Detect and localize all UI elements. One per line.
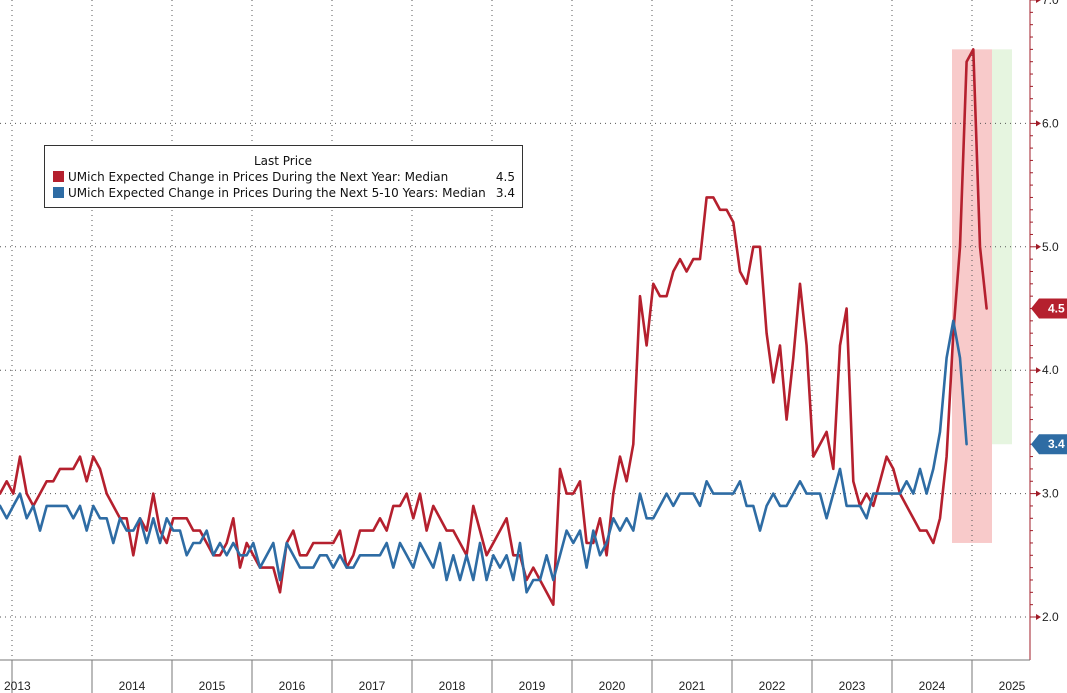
legend-box [44, 145, 523, 208]
y-tick-arrow [1036, 367, 1041, 374]
last-value-badge-1 [1031, 434, 1067, 455]
legend[interactable]: Last Price UMich Expected Change in Price… [44, 145, 523, 208]
series-lines [0, 48, 988, 607]
x-tick-label: 2018 [439, 679, 466, 693]
last-value-badges: 4.5 3.4 [1031, 298, 1067, 455]
y-axis: 2.0 3.0 4.0 5.0 6.0 7.0 [1029, 0, 1059, 660]
x-axis: 2013 2014 2015 2016 2017 2018 2019 2020 2021 2022… [0, 659, 1030, 693]
x-tick-label: 2016 [279, 679, 306, 693]
x-tick-label: 2021 [679, 679, 706, 693]
x-tick-label: 2017 [359, 679, 386, 693]
last-value-badge-label: 4.5 [1048, 302, 1065, 316]
y-tick-label: 4.0 [1042, 363, 1059, 377]
y-tick-arrow [1036, 120, 1041, 127]
y-tick-label: 5.0 [1042, 240, 1059, 254]
grid-lines [0, 0, 1030, 660]
series-line-next-5-10-years [0, 319, 968, 594]
y-tick-arrow [1036, 0, 1041, 3]
x-tick-label: 2019 [519, 679, 546, 693]
legend-entry-label: UMich Expected Change in Prices During t… [68, 170, 448, 184]
legend-entry-value: 4.5 [496, 170, 515, 184]
y-tick-label: 7.0 [1042, 0, 1059, 7]
y-tick-label: 6.0 [1042, 116, 1059, 130]
x-tick-label: 2025 [999, 679, 1026, 693]
legend-entry-value: 3.4 [496, 186, 515, 200]
legend-swatch [53, 187, 64, 198]
y-tick-arrow [1036, 614, 1041, 620]
last-value-badge-0 [1031, 298, 1067, 319]
x-tick-label: 2023 [839, 679, 866, 693]
y-tick-arrow [1036, 243, 1041, 250]
legend-title: Last Price [254, 154, 312, 168]
series-line-next-year [0, 48, 988, 607]
legend-entry-label: UMich Expected Change in Prices During t… [68, 186, 486, 200]
x-tick-label: 2014 [119, 679, 146, 693]
y-tick-arrow [1036, 490, 1041, 497]
x-tick-label: 2020 [599, 679, 626, 693]
y-tick-label: 2.0 [1042, 610, 1059, 624]
legend-swatch [53, 171, 64, 182]
shaded-region-1 [992, 49, 1012, 445]
y-tick-label: 3.0 [1042, 487, 1059, 501]
x-tick-label: 2013 [4, 679, 31, 693]
last-value-badge-label: 3.4 [1048, 437, 1065, 451]
x-tick-label: 2024 [919, 679, 946, 693]
x-tick-label: 2022 [759, 679, 786, 693]
x-tick-label: 2015 [199, 679, 226, 693]
